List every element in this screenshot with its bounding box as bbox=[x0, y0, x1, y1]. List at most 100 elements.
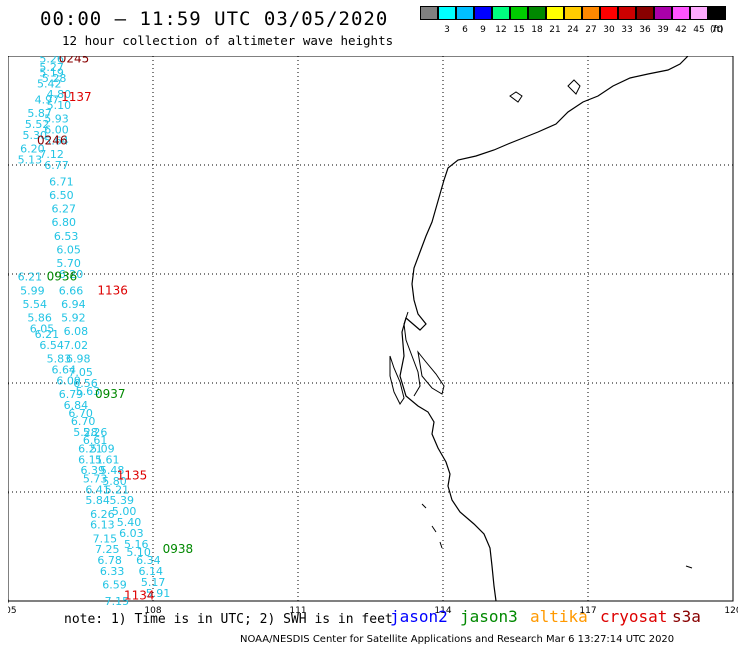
legend-s3a: s3a bbox=[672, 607, 701, 626]
legend-label: 21 bbox=[549, 25, 561, 35]
wave-height-value: 6.77 bbox=[44, 159, 69, 172]
wave-height-value: 5.92 bbox=[61, 312, 86, 325]
legend-swatch bbox=[690, 6, 708, 20]
wave-height-value: 6.53 bbox=[54, 230, 79, 243]
axis-tick-labels: 105 108 111 114 117 120 -20 -22 -24 -26 -28 -30 bbox=[8, 56, 738, 616]
wave-height-value: 5.84 bbox=[85, 494, 110, 507]
wave-height-value: 7.05 bbox=[68, 366, 93, 379]
wave-height-value: 5.40 bbox=[117, 516, 142, 529]
wave-height-value: 5.26 bbox=[83, 426, 108, 439]
wave-height-value: 6.71 bbox=[49, 175, 73, 188]
wave-height-value: 6.14 bbox=[139, 565, 164, 578]
legend-label: 27 bbox=[585, 25, 597, 35]
legend-label: 24 bbox=[567, 25, 579, 35]
wave-height-value: 6.70 bbox=[71, 415, 96, 428]
legend-label: 36 bbox=[639, 25, 651, 35]
wave-height-value: 6.80 bbox=[52, 216, 77, 229]
wave-height-value: 6.34 bbox=[136, 554, 161, 567]
shark-bay-peninsula bbox=[403, 311, 421, 397]
pass-time-label: 0937 bbox=[95, 387, 126, 401]
legend-swatch bbox=[654, 6, 672, 20]
legend-label: 30 bbox=[603, 25, 615, 35]
legend-swatch bbox=[564, 6, 582, 20]
pass-time-label: 1137 bbox=[61, 90, 92, 104]
wave-height-value: 6.03 bbox=[119, 527, 143, 540]
legend-swatch bbox=[618, 6, 636, 20]
color-legend: 3 6 9 12 15 18 21 24 27 30 33 36 39 42 45 70 (ft) bbox=[420, 6, 730, 40]
wave-height-value: 5.54 bbox=[23, 298, 48, 311]
y-tick-label: -26 bbox=[8, 379, 10, 389]
wave-height-value: 6.09 bbox=[56, 374, 80, 387]
legend-label: 39 bbox=[657, 25, 669, 35]
legend-swatch bbox=[708, 6, 726, 20]
legend-swatch bbox=[600, 6, 618, 20]
wave-height-value: 5.26 bbox=[39, 56, 64, 66]
legend-label: 12 bbox=[495, 25, 507, 35]
wave-height-value: 5.86 bbox=[27, 312, 52, 325]
map-frame bbox=[8, 56, 734, 602]
wave-height-value: 5.13 bbox=[18, 154, 43, 167]
legend-swatch bbox=[528, 6, 546, 20]
wave-height-value: 6.41 bbox=[85, 483, 110, 496]
wave-height-value: 5.63 bbox=[76, 385, 101, 398]
wave-height-value: 5.00 bbox=[112, 505, 136, 518]
peron-peninsula bbox=[417, 350, 445, 395]
wave-height-value: 5.64 bbox=[44, 134, 69, 147]
legend-label: 18 bbox=[531, 25, 543, 35]
pass-time-label: 0246 bbox=[37, 133, 68, 147]
x-tick-label: 114 bbox=[434, 606, 451, 616]
montebello-islands bbox=[567, 79, 581, 95]
wave-height-value: 5.10 bbox=[47, 99, 72, 112]
legend-altika: altika bbox=[530, 607, 588, 626]
pass-time-label: 0936 bbox=[47, 270, 78, 284]
y-tick-label: -22 bbox=[8, 161, 9, 171]
wave-height-value: 6.08 bbox=[64, 325, 88, 338]
wave-height-value: 4.97 bbox=[35, 94, 60, 107]
wave-height-value: 5.27 bbox=[39, 61, 64, 74]
legend-swatch bbox=[582, 6, 600, 20]
wave-height-value: 6.50 bbox=[49, 189, 73, 202]
wave-height-value: 5.83 bbox=[47, 352, 72, 365]
wave-height-value: 6.20 bbox=[59, 268, 84, 281]
wave-height-value: 5.87 bbox=[27, 107, 52, 120]
wave-height-value: 7.15 bbox=[93, 532, 118, 545]
wave-height-value: 5.30 bbox=[23, 129, 48, 142]
x-tick-label: 108 bbox=[144, 606, 161, 616]
pass-time-label: 0938 bbox=[163, 542, 194, 556]
legend-swatch bbox=[456, 6, 474, 20]
y-tick-label: -30 bbox=[8, 597, 10, 607]
pass-time-label: 1134 bbox=[124, 589, 155, 603]
wave-height-value: 5.19 bbox=[39, 66, 64, 79]
legend-label: 45 bbox=[693, 25, 705, 35]
wave-height-value: 6.11 bbox=[78, 453, 103, 466]
wave-height-value: 6.27 bbox=[52, 203, 77, 216]
wave-height-value: 4.80 bbox=[47, 88, 72, 101]
legend-jason3: jason3 bbox=[460, 607, 518, 626]
rottnest-island bbox=[685, 565, 693, 569]
y-tick-label: -24 bbox=[8, 270, 10, 280]
wave-height-value: 6.64 bbox=[52, 363, 77, 376]
legend-swatch bbox=[420, 6, 438, 20]
wave-height-value: 5.28 bbox=[42, 72, 66, 85]
wave-height-value: 6.54 bbox=[39, 339, 64, 352]
wave-height-value: 7.25 bbox=[95, 543, 120, 556]
wave-height-value: 6.39 bbox=[81, 464, 106, 477]
wave-height-value: 6.21 bbox=[18, 271, 43, 284]
wave-height-value: 5.48 bbox=[100, 464, 125, 477]
wave-height-value: 5.61 bbox=[95, 453, 120, 466]
legend-label: 3 bbox=[444, 25, 450, 35]
wave-height-value: 6.66 bbox=[59, 284, 84, 297]
legend-label: 70 bbox=[711, 25, 723, 35]
wave-height-value: 6.94 bbox=[61, 298, 86, 311]
footnote: note: 1) Time is in UTC; 2) SWH is in fe… bbox=[64, 612, 393, 627]
page-title: 00:00 – 11:59 UTC 03/05/2020 bbox=[40, 8, 389, 30]
wave-height-value: 5.52 bbox=[25, 118, 49, 131]
wave-height-value: 5.93 bbox=[44, 113, 69, 126]
australia-coastline bbox=[389, 56, 693, 602]
wave-height-value: 6.78 bbox=[97, 554, 122, 567]
wave-height-value: 6.84 bbox=[64, 399, 88, 412]
wave-height-value: 5.21 bbox=[105, 483, 129, 496]
wave-height-value: 5.16 bbox=[124, 538, 149, 551]
legend-unit: (ft) bbox=[710, 25, 724, 35]
legend-label: 9 bbox=[480, 25, 486, 35]
